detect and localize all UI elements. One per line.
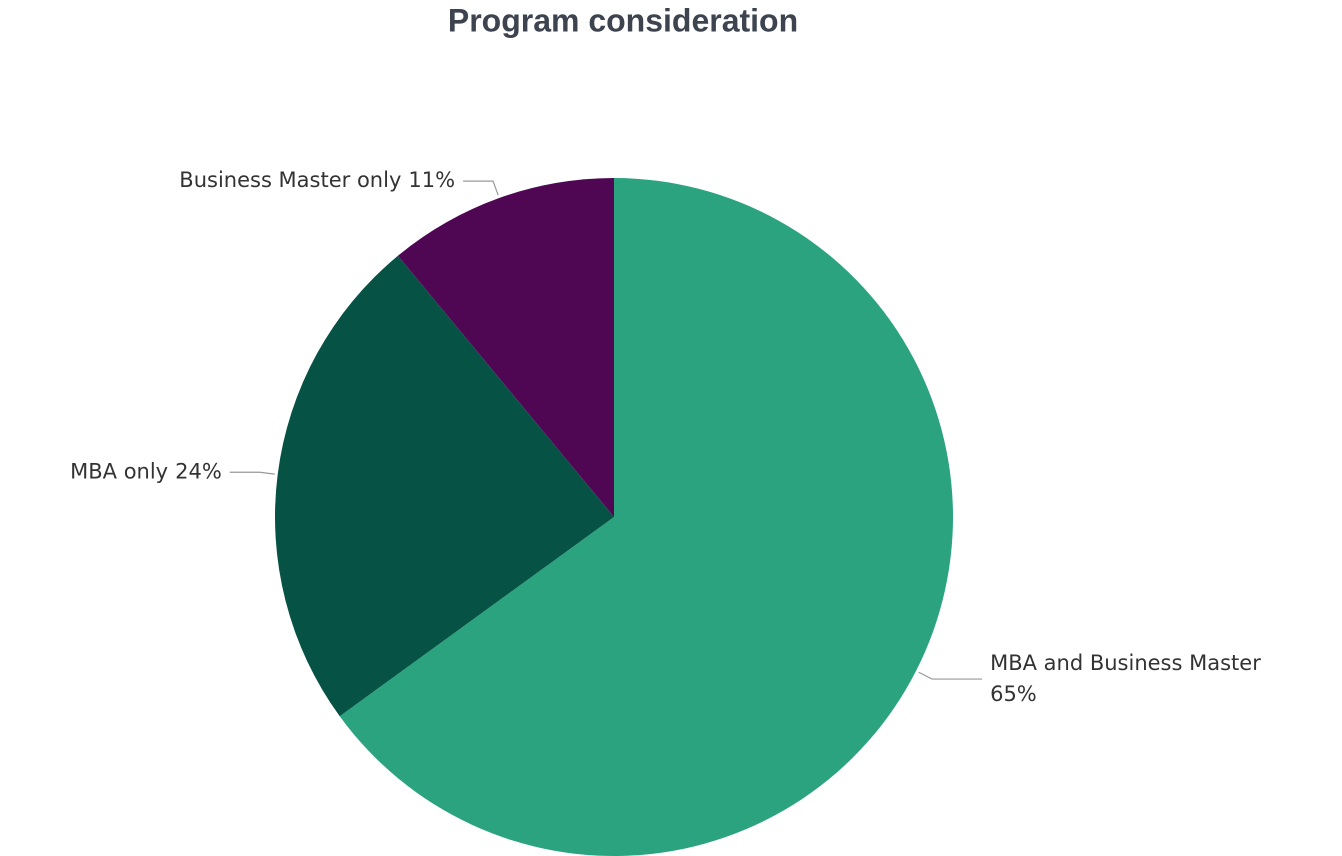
pie-slice: [275, 255, 614, 717]
slice-value: 11%: [408, 168, 455, 192]
pie-slice: [397, 178, 614, 517]
slice-label: MBA and Business Master 65%: [990, 651, 1261, 706]
leader-line: [463, 180, 499, 196]
slice-value: 65%: [990, 682, 1037, 706]
slice-label: Business Master only 11%: [179, 168, 455, 192]
slice-value: 24%: [175, 459, 222, 483]
slice-name: MBA and Business Master: [990, 651, 1261, 675]
slice-label: MBA only 24%: [70, 459, 222, 483]
slice-name: Business Master only: [179, 168, 401, 192]
chart-title: Program consideration: [448, 2, 798, 38]
pie-slice: [339, 178, 953, 856]
leader-line: [229, 471, 275, 475]
slice-name: MBA only: [70, 459, 168, 483]
leader-line: [918, 671, 983, 680]
